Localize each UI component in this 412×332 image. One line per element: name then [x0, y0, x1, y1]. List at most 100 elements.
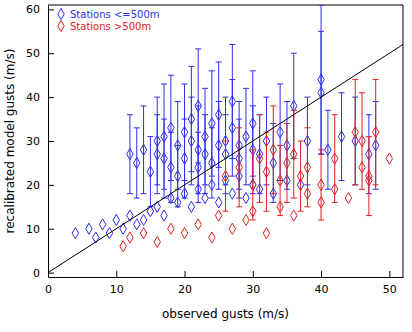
tick-label: 40: [315, 283, 329, 296]
tick: 50: [383, 271, 397, 296]
tick-label: 50: [26, 47, 40, 60]
error-bar: [127, 115, 133, 194]
tick-mark: [48, 9, 54, 10]
point: [181, 228, 187, 239]
error-bar: [216, 62, 222, 167]
point: [86, 223, 92, 234]
axis-line: [49, 277, 404, 278]
point: [209, 118, 215, 129]
point: [277, 175, 283, 186]
error-bar: [332, 115, 338, 203]
point: [113, 214, 119, 225]
y-axis: 0102030405060: [26, 3, 54, 279]
series: [120, 80, 393, 252]
point: [332, 184, 338, 195]
tick-mark: [185, 271, 186, 277]
point: [154, 135, 160, 146]
point: [209, 232, 215, 243]
point: [291, 210, 297, 221]
point: [243, 131, 249, 142]
tick-mark: [48, 273, 54, 274]
point: [304, 188, 310, 199]
point: [366, 171, 372, 182]
point: [215, 197, 221, 208]
point: [154, 236, 160, 247]
error-bar: [366, 137, 372, 216]
chart: 010203040500102030405060Stations <=500mS…: [0, 0, 412, 332]
point: [250, 118, 256, 129]
error-bar: [141, 106, 147, 194]
y-axis-title: recalibrated model gusts (m/s): [3, 49, 17, 234]
tick-label: 20: [178, 283, 192, 296]
tick-label: 10: [26, 223, 40, 236]
point: [209, 179, 215, 190]
tick-mark: [253, 271, 254, 277]
point: [304, 162, 310, 173]
point: [263, 228, 269, 239]
point: [161, 210, 167, 221]
x-axis-title: observed gusts (m/s): [162, 307, 289, 321]
tick-label: 30: [26, 135, 40, 148]
point: [168, 223, 174, 234]
point: [284, 157, 290, 168]
point: [338, 131, 344, 142]
error-bar: [352, 80, 358, 185]
point: [215, 210, 221, 221]
error-bar: [325, 110, 331, 189]
point: [195, 184, 201, 195]
point: [318, 197, 324, 208]
error-bar: [373, 80, 379, 185]
tick: 40: [26, 91, 54, 104]
tick-label: 0: [45, 283, 52, 296]
tick-label: 30: [246, 283, 260, 296]
point: [195, 100, 201, 111]
point: [202, 192, 208, 203]
tick-label: 40: [26, 91, 40, 104]
error-bar: [284, 123, 290, 202]
point: [291, 149, 297, 160]
error-bar: [243, 88, 249, 185]
point: [325, 144, 331, 155]
error-bar: [257, 115, 263, 203]
error-bar: [134, 128, 140, 198]
error-bar: [168, 75, 174, 180]
error-bar: [209, 128, 215, 198]
point: [168, 122, 174, 133]
frame: [48, 5, 403, 6]
point: [229, 122, 235, 133]
point: [188, 201, 194, 212]
error-bar: [277, 145, 283, 215]
legend-label: Stations >500m: [70, 21, 151, 32]
tick-mark: [48, 229, 54, 230]
error-bar: [147, 137, 153, 207]
series: [72, 5, 379, 243]
tick-mark: [48, 141, 54, 142]
point: [277, 127, 283, 138]
point: [195, 162, 201, 173]
point: [168, 162, 174, 173]
error-bar: [318, 5, 324, 154]
point: [359, 135, 365, 146]
point: [195, 219, 201, 230]
point: [250, 206, 256, 217]
tick: 20: [26, 179, 54, 192]
tick-mark: [321, 271, 322, 277]
point: [174, 171, 180, 182]
tick-label: 60: [26, 3, 40, 16]
error-bar: [229, 44, 235, 158]
point: [181, 153, 187, 164]
point: [372, 127, 378, 138]
point: [277, 201, 283, 212]
error-bar: [161, 84, 167, 189]
legend-item: Stations >500m: [58, 20, 151, 32]
point: [127, 232, 133, 243]
error-bar: [359, 93, 365, 190]
point: [366, 175, 372, 186]
error-bar: [223, 141, 229, 211]
point: [222, 171, 228, 182]
point: [291, 100, 297, 111]
point: [215, 109, 221, 120]
point: [236, 162, 242, 173]
point: [243, 214, 249, 225]
point: [297, 171, 303, 182]
